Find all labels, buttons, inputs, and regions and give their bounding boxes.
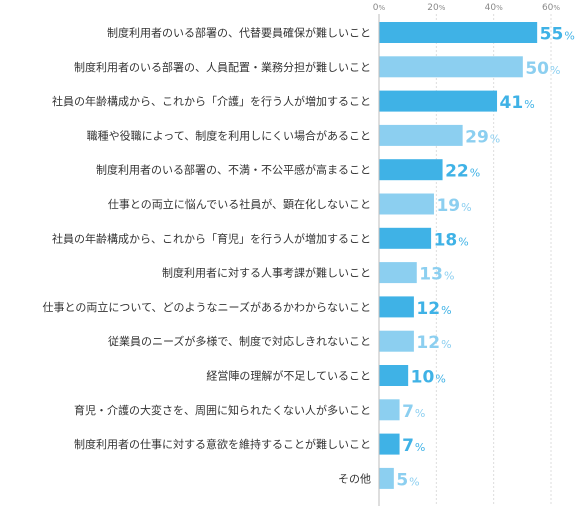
value-label: 7% [402,436,425,456]
value-label: 50% [525,59,560,79]
x-tick-label: 60% [542,3,560,13]
category-label: 仕事との両立について、どのようなニーズがあるかわからないこと [43,300,371,314]
category-label: 育児・介護の大変さを、周囲に知られたくない人が多いこと [74,403,371,417]
value-labels: 55% 50% 41%29% 22% 19% 18% 13% 12% 12% 10% 7% 7% 5% [396,25,574,491]
value-label: 41% [500,93,535,113]
x-tick-label: 0% [373,3,386,13]
category-label: 制度利用者のいる部署の、代替要員確保が難しいこと [107,26,371,40]
bar [379,124,463,146]
gridlines [378,14,552,506]
x-tick-label: 20% [427,3,445,13]
value-label: 29% [465,127,500,147]
bar [379,330,414,352]
value-label: 13% [419,265,454,285]
value-label: 5% [396,470,419,490]
category-label: 制度利用者のいる部署の、不満・不公平感が高まること [96,163,371,177]
category-label: その他 [338,472,371,485]
bar [379,296,414,318]
x-axis-ticks: 0% 20% 40% 60% [373,3,561,13]
category-label: 社員の年齢構成から、これから「介護」を行う人が増加すること [52,94,371,108]
bar [379,193,434,215]
bar [379,56,523,78]
category-labels: 制度利用者のいる部署の、代替要員確保が難しいこと制度利用者のいる部署の、人員配置… [43,26,371,486]
bar [379,365,409,386]
category-label: 制度利用者の仕事に対する意欲を維持することが難しいこと [74,437,371,451]
bar [379,227,432,249]
category-label: 制度利用者に対する人事考課が難しいこと [162,266,371,280]
bar [379,262,417,284]
value-label: 7% [402,402,425,422]
value-label: 18% [434,230,469,250]
category-label: 制度利用者のいる部署の、人員配置・業務分担が難しいこと [74,60,371,74]
bar [379,90,498,112]
category-label: 仕事との両立に悩んでいる社員が、顕在化しないこと [108,197,371,211]
category-label: 従業員のニーズが多様で、制度で対応しきれないこと [108,334,371,348]
bar [379,399,400,421]
category-label: 社員の年齢構成から、これから「育児」を行う人が増加すること [52,231,371,245]
value-label: 12% [416,333,451,353]
value-label: 55% [540,25,575,45]
value-label: 22% [445,162,480,182]
value-label: 10% [411,368,446,388]
bar [379,433,400,455]
category-label: 職種や役職によって、制度を利用しにくい場合があること [87,128,371,142]
category-label: 経営陣の理解が不足していること [206,369,371,383]
x-tick-label: 40% [485,3,503,13]
bar [379,22,538,43]
bars [379,22,538,489]
value-label: 12% [416,299,451,319]
bar [379,467,394,489]
bar [379,159,443,181]
value-label: 19% [436,196,471,216]
